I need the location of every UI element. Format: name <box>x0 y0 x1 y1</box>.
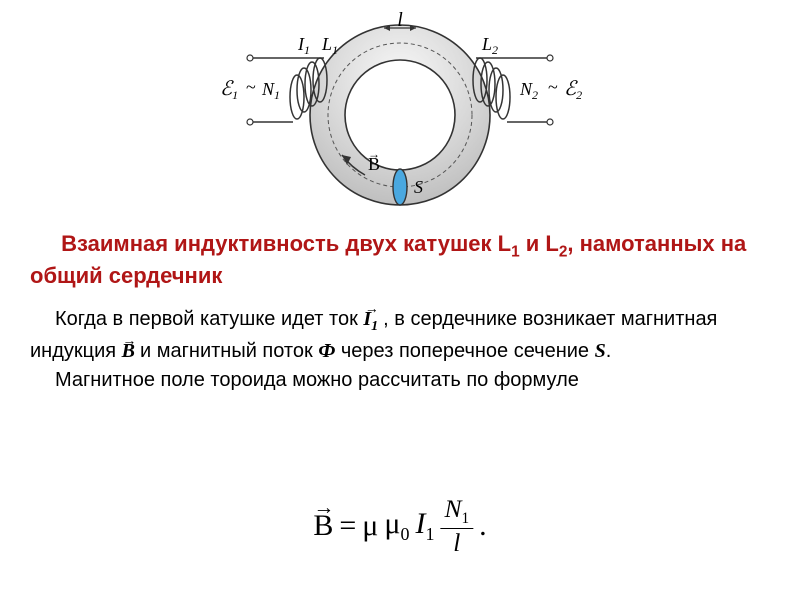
heading-part-2: и L <box>520 231 559 256</box>
svg-text:S: S <box>414 177 423 197</box>
svg-text:N1: N1 <box>261 79 280 102</box>
formula-eq: = <box>339 509 356 543</box>
svg-text:ℰ2: ℰ2 <box>564 78 582 102</box>
svg-text:L2: L2 <box>481 34 498 57</box>
formula-I1: I1 <box>415 507 434 545</box>
svg-text:N2: N2 <box>519 79 538 102</box>
para-2b: через поперечное сечение <box>335 340 594 362</box>
formula-fraction: N1 l <box>440 495 473 557</box>
heading-part-1: Взаимная индуктивность двух катушек L <box>61 231 511 256</box>
formula-mu0: μ0 <box>384 507 409 545</box>
inline-S: S <box>595 340 606 362</box>
svg-text:~: ~ <box>548 77 558 97</box>
para-2c: . <box>606 340 612 362</box>
svg-text:I1: I1 <box>297 34 310 57</box>
body-paragraph: Когда в первой катушке идет ток → I1 , в… <box>30 305 770 395</box>
svg-text:ℰ1: ℰ1 <box>220 78 238 102</box>
para-1a: Когда в первой катушке идет ток <box>55 308 363 330</box>
svg-text:~: ~ <box>246 77 256 97</box>
para-2a: и магнитный поток <box>140 340 318 362</box>
formula-mu: μ <box>362 509 378 543</box>
inline-I-sub: 1 <box>371 319 378 334</box>
toroid-diagram: l I1 L1 ℰ1 ~ N1 L2 N2 ~ ℰ2 B → S <box>190 10 610 220</box>
formula-B: B <box>313 509 333 543</box>
inline-phi: Ф <box>318 340 335 362</box>
mutual-inductance-heading: Взаимная индуктивность двух катушек L1 и… <box>30 230 770 291</box>
formula-dot: . <box>479 509 487 543</box>
svg-text:L1: L1 <box>321 34 338 57</box>
heading-sub-1: 1 <box>511 243 520 260</box>
para-line3: Магнитное поле тороида можно рассчитать … <box>55 369 579 391</box>
svg-text:→: → <box>368 147 380 161</box>
toroid-b-formula: B = μμ0I1 N1 l . <box>313 495 486 557</box>
